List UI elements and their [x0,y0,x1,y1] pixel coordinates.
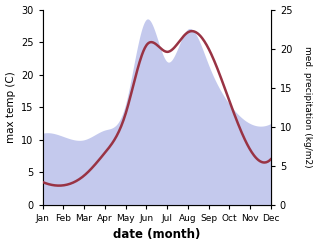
X-axis label: date (month): date (month) [113,228,200,242]
Y-axis label: med. precipitation (kg/m2): med. precipitation (kg/m2) [303,46,313,168]
Y-axis label: max temp (C): max temp (C) [5,71,16,143]
